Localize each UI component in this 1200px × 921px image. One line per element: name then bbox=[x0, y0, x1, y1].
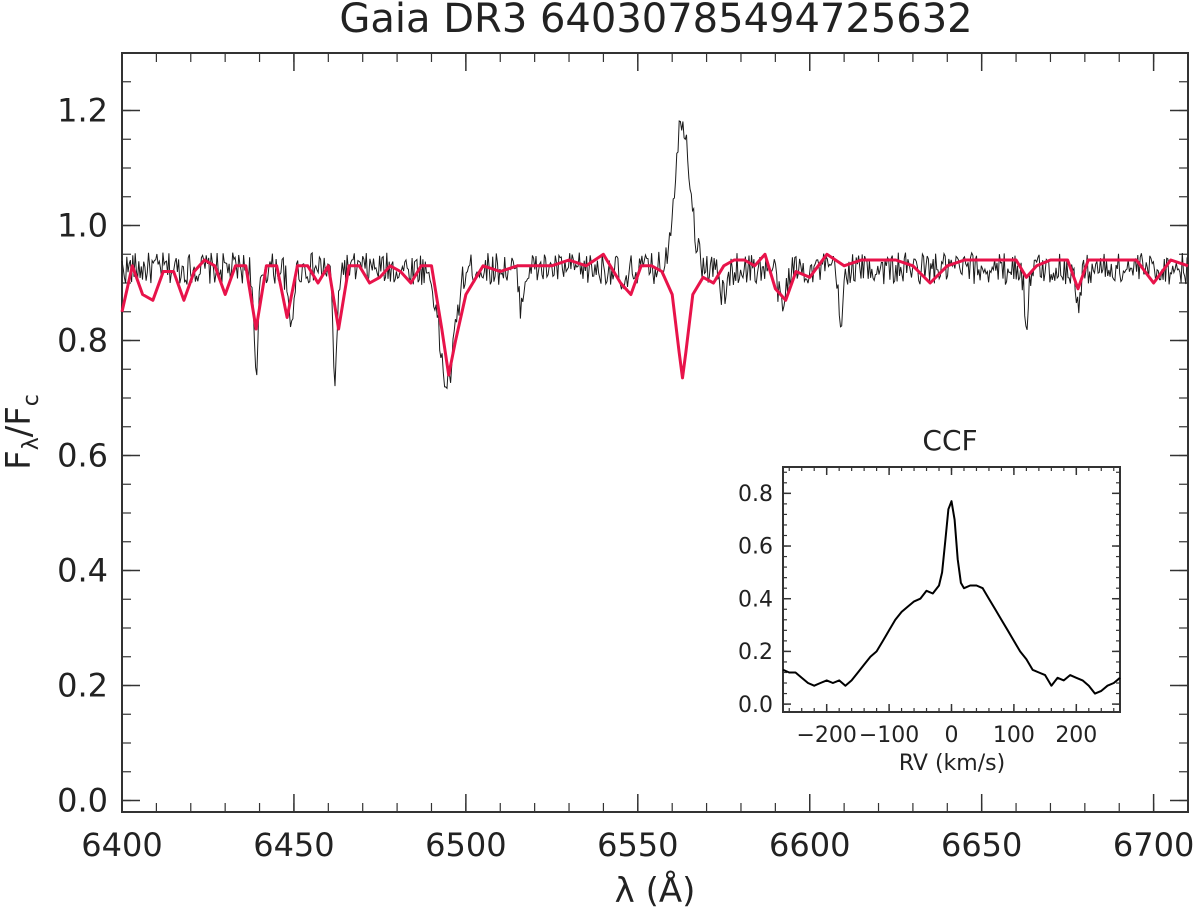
inset-title: CCF bbox=[922, 424, 977, 457]
main-xtick-label: 6600 bbox=[769, 826, 850, 864]
main-xtick-label: 6700 bbox=[1113, 826, 1194, 864]
main-x-axis-label: λ (Å) bbox=[615, 870, 696, 911]
inset-plot-area: −200 −100 0 100 200 0.0 0.2 0.4 0.6 0.8 bbox=[738, 466, 1121, 748]
inset-x-axis-label: RV (km/s) bbox=[899, 751, 1005, 776]
main-y-axis-label: Fλ/Fc bbox=[0, 394, 44, 470]
main-xtick-label: 6450 bbox=[253, 826, 334, 864]
main-ytick-label: 1.2 bbox=[57, 92, 108, 130]
ylabel-sub1: λ bbox=[19, 437, 44, 450]
inset-ytick-label: 0.2 bbox=[738, 640, 773, 665]
inset-xtick-label: −200 bbox=[796, 723, 856, 748]
inset-ticks bbox=[783, 467, 1120, 712]
main-tick-labels: 6400 6450 6500 6550 6600 6650 6700 0.0 0.2 0.4 0.6… bbox=[57, 92, 1194, 864]
main-xtick-label: 6400 bbox=[81, 826, 162, 864]
main-xtick-label: 6550 bbox=[597, 826, 678, 864]
main-ticks bbox=[121, 53, 1189, 812]
ccf-line bbox=[782, 500, 1121, 695]
main-ytick-label: 1.0 bbox=[57, 207, 108, 245]
inset-ytick-label: 0.0 bbox=[738, 693, 773, 718]
main-ytick-label: 0.0 bbox=[57, 782, 108, 820]
inset-xtick-label: 0 bbox=[945, 723, 959, 748]
inset-ytick-label: 0.4 bbox=[738, 587, 773, 612]
inset-ytick-label: 0.6 bbox=[738, 535, 773, 560]
main-xtick-label: 6500 bbox=[425, 826, 506, 864]
main-ytick-label: 0.4 bbox=[57, 552, 108, 590]
inset-ytick-label: 0.8 bbox=[738, 482, 773, 507]
main-xtick-label: 6650 bbox=[941, 826, 1022, 864]
inset-xtick-label: −100 bbox=[859, 723, 919, 748]
ylabel-sub2: c bbox=[19, 394, 44, 406]
main-axes-frame bbox=[121, 52, 1189, 813]
main-ytick-label: 0.2 bbox=[57, 667, 108, 705]
inset-tick-labels: −200 −100 0 100 200 0.0 0.2 0.4 0.6 0.8 bbox=[738, 482, 1097, 748]
inset-xtick-label: 200 bbox=[1055, 723, 1097, 748]
inset-background bbox=[782, 466, 1121, 713]
observed-spectrum-line bbox=[121, 120, 1188, 390]
model-spectrum-line bbox=[120, 252, 1189, 380]
svg-text:Fλ/Fc: Fλ/Fc bbox=[0, 394, 44, 470]
main-ytick-label: 0.8 bbox=[57, 322, 108, 360]
inset-series bbox=[782, 500, 1121, 695]
inset-xtick-label: 100 bbox=[993, 723, 1035, 748]
main-plot-area: 6400 6450 6500 6550 6600 6650 6700 0.0 0.2 0.4 0.6… bbox=[57, 52, 1194, 864]
ylabel-mid: /F bbox=[0, 406, 39, 437]
main-title: Gaia DR3 6403078549472563​2 bbox=[339, 0, 972, 42]
ylabel-main: F bbox=[0, 450, 39, 470]
main-series bbox=[120, 120, 1189, 390]
main-ytick-label: 0.6 bbox=[57, 437, 108, 475]
